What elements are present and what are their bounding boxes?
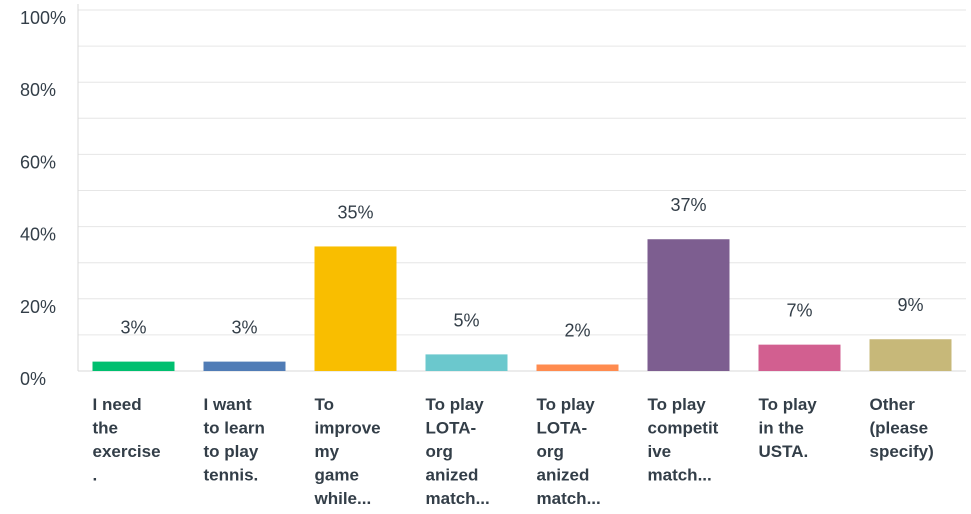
x-category-label: Other [870, 395, 916, 414]
x-category-label: tennis. [204, 466, 259, 485]
x-category-label: while... [314, 489, 372, 508]
bar-value-label: 3% [120, 318, 146, 338]
y-tick-label: 80% [20, 80, 56, 100]
x-category-label: match... [426, 489, 490, 508]
x-category-label: improve [315, 419, 381, 438]
x-category-label: match... [537, 489, 601, 508]
bar [759, 345, 841, 371]
x-category-label: the [93, 419, 119, 438]
y-tick-label: 60% [20, 152, 56, 172]
x-category-label: anized [426, 466, 479, 485]
x-category-label: LOTA- [537, 419, 588, 438]
bar [648, 239, 730, 371]
bar-value-label: 37% [670, 195, 706, 215]
x-category-label: I want [204, 395, 253, 414]
y-tick-label: 20% [20, 297, 56, 317]
bars [93, 239, 952, 371]
bar-value-label: 7% [786, 301, 812, 321]
bar-value-label: 3% [231, 318, 257, 338]
category-labels: I need the exercise. I want to learn to play t… [93, 395, 934, 508]
bar-value-label: 5% [453, 310, 479, 330]
bar [315, 246, 397, 371]
x-category-label: competit [648, 419, 719, 438]
x-category-label: I need [93, 395, 142, 414]
y-axis: 0% 20% 40% 60% 80% 100% [20, 4, 966, 389]
x-category-label: LOTA- [426, 419, 477, 438]
value-labels: 3% 3% 35% 5% 2% 37% 7% 9% [120, 195, 923, 340]
bar [93, 362, 175, 371]
y-tick-label: 100% [20, 8, 66, 28]
x-category-label: ive [648, 442, 672, 461]
x-category-label: To play [537, 395, 596, 414]
x-category-label: anized [537, 466, 590, 485]
x-category-label: to learn [204, 419, 265, 438]
bar [870, 339, 952, 371]
x-category-label: org [537, 442, 564, 461]
x-category-label: (please [870, 419, 929, 438]
grid-lines [78, 10, 966, 335]
bar-value-label: 2% [564, 321, 590, 341]
x-category-label: USTA. [759, 442, 809, 461]
x-category-label: org [426, 442, 453, 461]
y-tick-label: 0% [20, 369, 46, 389]
x-category-label: my [315, 442, 340, 461]
bar [537, 365, 619, 371]
x-category-label: exercise [93, 442, 161, 461]
x-category-label: To [315, 395, 335, 414]
x-category-label: match... [648, 466, 712, 485]
bar [426, 354, 508, 371]
x-category-label: To play [648, 395, 707, 414]
x-category-label: To play [759, 395, 818, 414]
x-category-label: in the [759, 419, 804, 438]
x-category-label: To play [426, 395, 485, 414]
x-category-label: specify) [870, 442, 934, 461]
bar-value-label: 9% [897, 295, 923, 315]
x-category-label: game [315, 466, 359, 485]
bar-value-label: 35% [337, 202, 373, 222]
x-category-label: . [93, 466, 98, 485]
x-category-label: to play [204, 442, 259, 461]
bar [204, 362, 286, 371]
y-tick-label: 40% [20, 225, 56, 245]
